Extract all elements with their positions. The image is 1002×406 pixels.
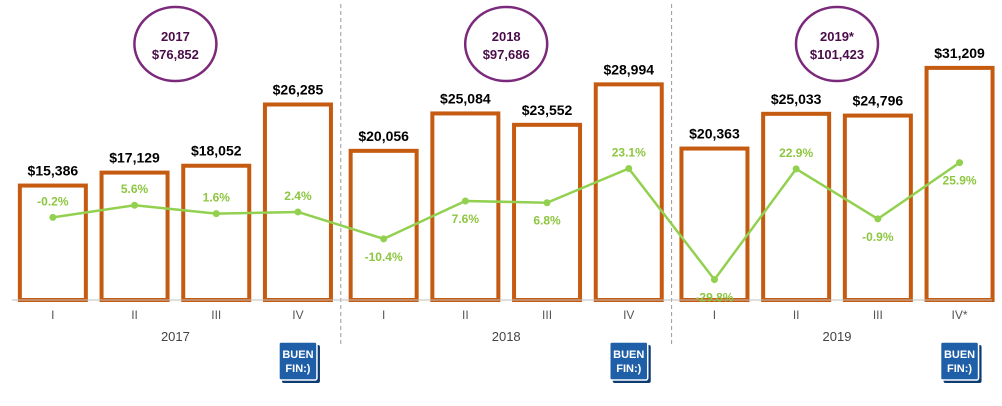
logo-line-1: BUEN (613, 349, 644, 361)
growth-percent-labels: -0.2% 5.6% 1.6% 2.4% -10.4% 7.6% 6.8% 23.1% -29.… (37, 145, 977, 304)
x-tick-label: IV* (952, 308, 968, 322)
x-axis-year-labels: 2017 2018 2019 (161, 329, 852, 344)
growth-percent-label: -29.8% (695, 291, 733, 305)
x-year-label: 2019 (823, 329, 852, 344)
annual-total-circle (133, 5, 218, 83)
logo-tile (609, 341, 649, 381)
annual-total-year: 2017 (161, 29, 190, 44)
x-tick-label: III (873, 308, 883, 322)
growth-line (52, 161, 961, 281)
x-year-label: 2017 (161, 329, 190, 344)
growth-percent-label: 6.8% (533, 214, 561, 228)
logo-line-2: FIN:) (616, 363, 641, 375)
bar (761, 111, 832, 302)
growth-point (131, 201, 139, 209)
growth-point (461, 197, 469, 205)
bar-value-label: $20,056 (358, 128, 409, 144)
logo-line-1: BUEN (944, 349, 975, 361)
growth-point (49, 213, 57, 221)
growth-point (874, 215, 882, 223)
x-tick-label: IV (292, 308, 303, 322)
growth-point (792, 165, 800, 173)
growth-point (625, 164, 633, 172)
bar-value-label: $15,386 (28, 163, 79, 179)
growth-percent-label: 22.9% (779, 146, 813, 160)
x-tick-label: II (793, 308, 800, 322)
growth-line-series (49, 159, 964, 284)
bar-value-labels: $15,386 $17,129 $18,052 $26,285 $20,056 $25,0… (28, 45, 986, 179)
growth-point (212, 210, 220, 218)
growth-point (294, 208, 302, 216)
annual-total-year: 2019* (820, 29, 855, 44)
logo-tile (939, 341, 980, 381)
logo-line-2: FIN:) (947, 363, 972, 375)
growth-percent-label: 1.6% (203, 191, 231, 205)
growth-percent-label: -0.9% (862, 230, 894, 244)
bar-value-label: $17,129 (109, 150, 160, 166)
bar-value-label: $24,796 (853, 93, 904, 109)
x-tick-label: III (542, 308, 552, 322)
buen-fin-logos: BUEN FIN:) BUEN FIN:) BUEN FIN:) (278, 341, 982, 383)
growth-percent-label: 2.4% (284, 189, 312, 203)
annual-total-circle (794, 5, 880, 83)
annual-totals: 2017 $76,852 2018 $97,686 2019* $101,423 (133, 5, 880, 83)
growth-percent-label: 25.9% (943, 174, 977, 188)
growth-point (380, 235, 388, 243)
x-tick-label: II (462, 308, 469, 322)
buen-fin-logo: BUEN FIN:) (278, 341, 320, 383)
x-tick-label: III (211, 308, 221, 322)
bar (842, 113, 913, 302)
bar-value-label: $18,052 (191, 143, 242, 159)
bar (348, 148, 419, 302)
bar-value-label: $20,363 (689, 126, 740, 142)
bars-series (17, 65, 995, 303)
bar-value-label: $23,552 (522, 102, 573, 118)
growth-percent-label: -10.4% (365, 250, 403, 264)
x-tick-label: IV (623, 308, 634, 322)
bar (430, 111, 501, 303)
x-tick-label: I (382, 308, 385, 322)
logo-tile (278, 341, 318, 381)
logo-line-1: BUEN (282, 349, 313, 361)
bar-value-label: $25,084 (440, 90, 491, 106)
growth-percent-label: -0.2% (37, 194, 69, 208)
growth-point (710, 276, 718, 284)
bar-value-label: $26,285 (273, 82, 324, 98)
x-tick-label: II (131, 308, 138, 322)
bar-value-label: $28,994 (603, 61, 654, 77)
growth-percent-label: 23.1% (612, 145, 646, 159)
annual-total-year: 2018 (492, 29, 521, 44)
annual-total-amount: $97,686 (483, 47, 530, 62)
growth-point (956, 159, 964, 167)
annual-total-amount: $101,423 (810, 47, 864, 62)
bar-value-label: $25,033 (771, 91, 822, 107)
buen-fin-logo: BUEN FIN:) (939, 341, 982, 383)
x-axis-tick-labels: I II III IV I II III IV I II III IV* (51, 308, 968, 322)
bar (181, 163, 252, 302)
bar (593, 82, 664, 302)
growth-point (543, 199, 551, 207)
bar (679, 146, 750, 302)
logo-line-2: FIN:) (285, 363, 310, 375)
growth-percent-label: 7.6% (452, 212, 480, 226)
annual-total-amount: $76,852 (152, 47, 199, 62)
bar (512, 122, 583, 302)
bar-value-label: $31,209 (934, 45, 985, 61)
buen-fin-logo: BUEN FIN:) (609, 341, 651, 383)
growth-percent-label: 5.6% (121, 182, 149, 196)
x-year-label: 2018 (492, 329, 521, 344)
bar (262, 102, 333, 302)
x-tick-label: I (713, 308, 716, 322)
x-tick-label: I (51, 308, 54, 322)
year-dividers (340, 4, 673, 345)
annual-total-circle (463, 5, 549, 83)
